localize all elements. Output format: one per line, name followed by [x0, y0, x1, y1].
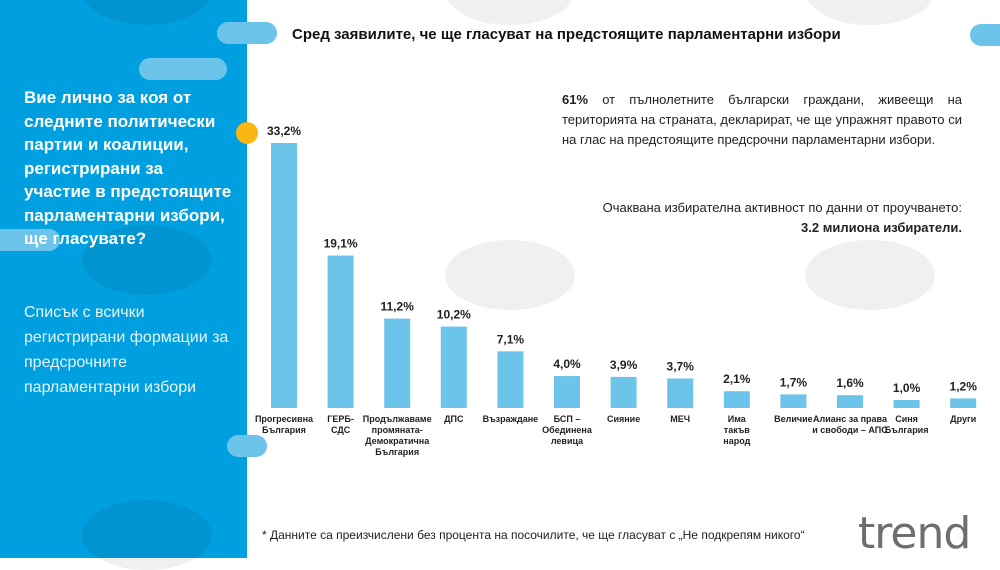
category-label: Други — [950, 414, 976, 424]
category-label: Има такъв народ — [723, 414, 750, 446]
category-label: Прогресивна България — [255, 414, 314, 435]
bar — [667, 378, 694, 408]
bar — [950, 398, 977, 408]
decor-pill — [227, 435, 267, 457]
bta-watermark — [445, 240, 575, 310]
bar — [440, 326, 467, 408]
bta-watermark — [805, 240, 935, 310]
category-label: Алианс за права и свободи – АПС — [812, 414, 888, 435]
panel-subtitle: Списък с всички регистрирани формации за… — [24, 304, 229, 396]
value-label: 1,6% — [836, 376, 864, 390]
trend-logo: trend — [858, 508, 971, 559]
category-label: Възраждане — [483, 414, 539, 424]
value-label: 10,2% — [437, 308, 471, 322]
bar — [271, 143, 297, 408]
value-label: 1,2% — [950, 379, 978, 393]
value-label: 3,7% — [667, 359, 695, 373]
category-label: БСП – Обединена левица — [542, 414, 593, 446]
value-label: 1,7% — [780, 375, 808, 389]
decor-pill — [970, 24, 1000, 46]
bta-watermark — [82, 0, 212, 25]
bar — [893, 400, 920, 408]
bta-watermark — [445, 0, 575, 25]
category-label: ДПС — [444, 414, 464, 424]
value-label: 3,9% — [610, 358, 638, 372]
bar — [327, 255, 354, 408]
bta-watermark — [82, 500, 212, 570]
turnout-note: 61% от пълнолетните български граждани, … — [562, 90, 962, 150]
bar — [554, 376, 580, 408]
expected-prefix: Очаквана избирателна активност по данни … — [602, 200, 962, 215]
bar — [610, 376, 637, 408]
value-label: 33,2% — [267, 124, 301, 138]
value-label: 2,1% — [723, 372, 751, 386]
category-label: Сияние — [607, 414, 640, 424]
bar — [723, 391, 750, 408]
category-label: Синя България — [885, 414, 929, 435]
chart-title: Сред заявилите, че ще гласуват на предст… — [292, 26, 841, 43]
category-label: Величие — [774, 414, 813, 424]
left-panel: Вие лично за коя от следните политически… — [0, 0, 247, 570]
category-label: ГЕРБ-СДС — [327, 414, 354, 435]
value-label: 1,0% — [893, 381, 921, 395]
bar-chart: 33,2% Прогресивна България 19,1% ГЕРБ-СДС 11,… — [255, 124, 978, 457]
bar — [384, 318, 411, 408]
decor-pill — [217, 22, 277, 44]
footnote: * Данните са преизчислени без процента н… — [262, 528, 805, 542]
bar — [780, 394, 807, 408]
turnout-text: от пълнолетните български граждани, живе… — [562, 92, 962, 147]
value-label: 19,1% — [324, 237, 358, 251]
turnout-percent: 61% — [562, 92, 589, 107]
bta-watermark — [82, 225, 212, 295]
decor-pill — [0, 229, 60, 251]
category-label: МЕЧ — [670, 414, 690, 424]
category-label: Продължаваме промяната-Демократична Българ… — [363, 414, 432, 457]
value-label: 7,1% — [497, 332, 525, 346]
decor-pill — [139, 58, 227, 80]
value-label: 11,2% — [381, 300, 415, 314]
bta-watermark — [805, 0, 935, 25]
bar — [837, 395, 863, 408]
bar — [497, 351, 524, 408]
expected-value: 3.2 милиона избиратели. — [801, 220, 962, 235]
survey-question: Вие лично за коя от следните политически… — [24, 88, 232, 248]
expected-turnout-note: Очаквана избирателна активност по данни … — [600, 198, 962, 238]
accent-dot — [236, 122, 258, 144]
value-label: 4,0% — [553, 357, 581, 371]
